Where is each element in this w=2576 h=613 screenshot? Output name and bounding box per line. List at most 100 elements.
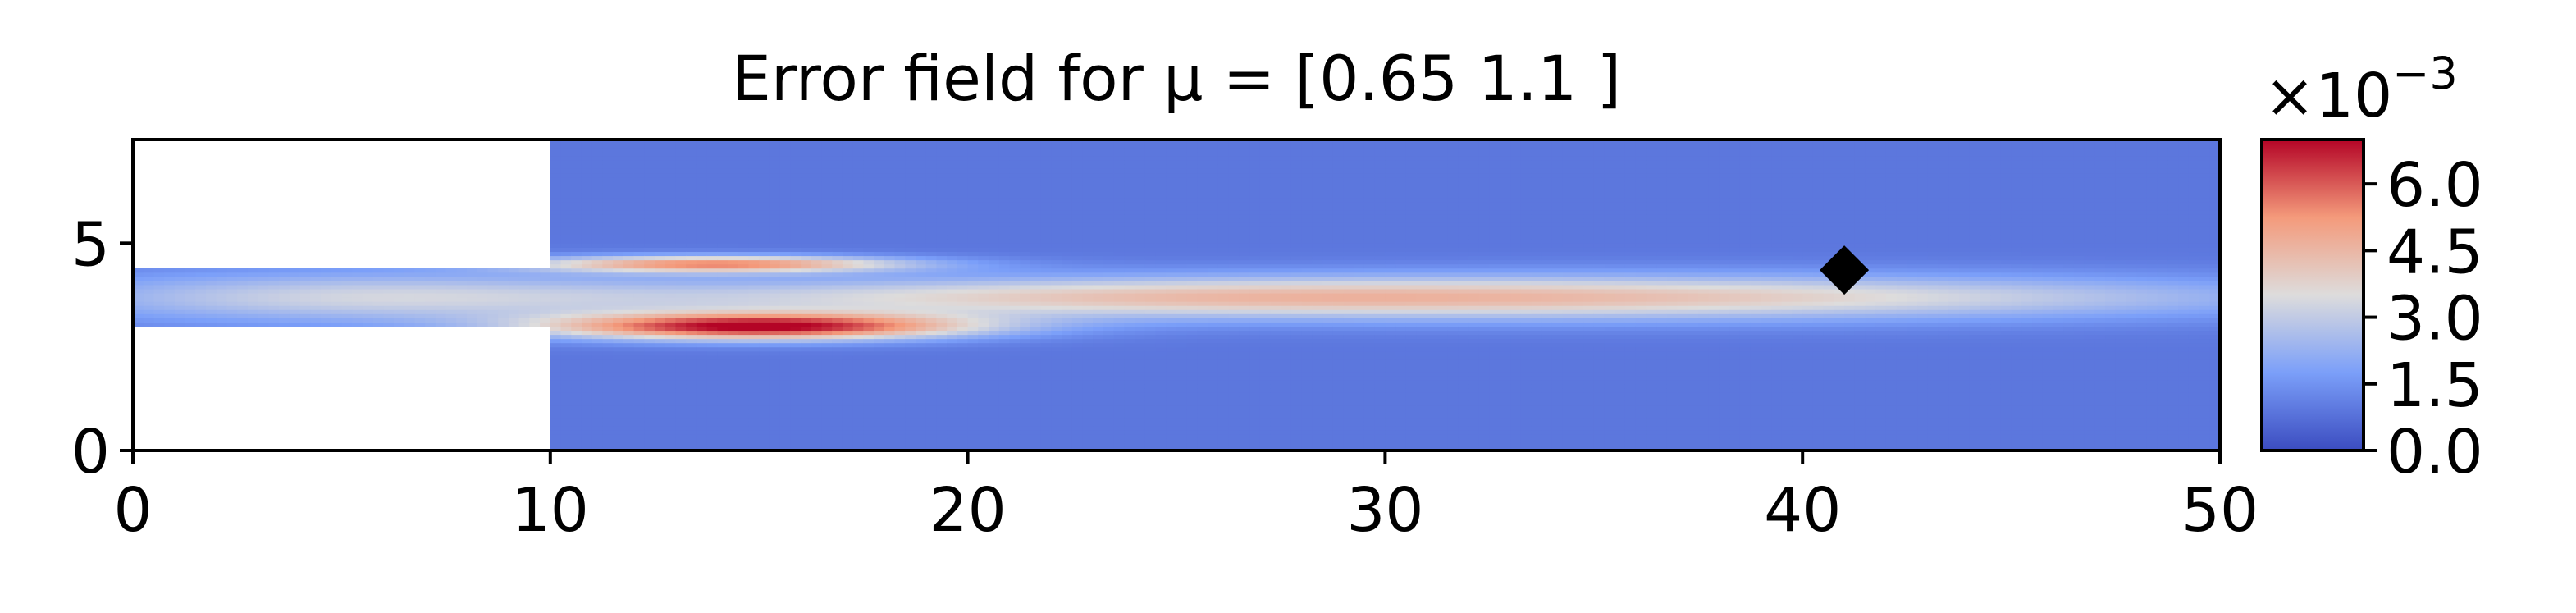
heatmap-cell bbox=[811, 429, 823, 435]
heatmap-cell bbox=[686, 140, 697, 144]
heatmap-cell bbox=[905, 288, 916, 294]
heatmap-cell bbox=[801, 355, 812, 360]
heatmap-cell bbox=[925, 226, 938, 231]
heatmap-cell bbox=[529, 268, 541, 273]
heatmap-cell bbox=[811, 409, 823, 414]
heatmap-cell bbox=[863, 231, 875, 236]
heatmap-cell bbox=[581, 288, 593, 294]
heatmap-cell bbox=[581, 243, 593, 248]
heatmap-cell bbox=[633, 209, 645, 215]
heatmap-cell bbox=[925, 197, 938, 203]
heatmap-cell bbox=[518, 280, 530, 286]
heatmap-cell bbox=[832, 421, 843, 427]
heatmap-cell bbox=[289, 297, 301, 302]
heatmap-cell bbox=[978, 185, 989, 190]
heatmap-cell bbox=[916, 152, 927, 157]
heatmap-cell bbox=[1103, 193, 1115, 199]
heatmap-cell bbox=[164, 280, 176, 286]
heatmap-cell bbox=[863, 148, 875, 153]
heatmap-cell bbox=[738, 425, 750, 431]
heatmap-cell bbox=[591, 305, 603, 310]
heatmap-cell bbox=[801, 338, 812, 344]
heatmap-cell bbox=[1124, 259, 1135, 265]
heatmap-cell bbox=[1103, 181, 1115, 186]
heatmap-cell bbox=[1124, 272, 1135, 277]
heatmap-cell bbox=[696, 380, 708, 385]
heatmap-cell bbox=[801, 239, 812, 244]
heatmap-cell bbox=[1020, 437, 1031, 443]
heatmap-cell bbox=[1113, 247, 1125, 253]
heatmap-cell bbox=[842, 363, 854, 368]
heatmap-cell bbox=[738, 417, 750, 423]
heatmap-cell bbox=[852, 446, 864, 451]
heatmap-cell bbox=[477, 297, 489, 302]
heatmap-cell bbox=[320, 288, 332, 294]
heatmap-cell bbox=[874, 376, 885, 381]
heatmap-cell bbox=[717, 226, 728, 231]
heatmap-cell bbox=[1113, 346, 1125, 352]
heatmap-cell bbox=[550, 152, 562, 157]
heatmap-cell bbox=[1113, 441, 1125, 447]
heatmap-cell bbox=[289, 284, 301, 290]
heatmap-cell bbox=[967, 255, 979, 261]
heatmap-cell bbox=[1051, 380, 1062, 385]
heatmap-cell bbox=[1071, 164, 1084, 169]
heatmap-cell bbox=[623, 239, 635, 244]
heatmap-cell bbox=[967, 144, 979, 149]
heatmap-cell bbox=[811, 280, 823, 286]
heatmap-cell bbox=[633, 168, 645, 174]
heatmap-cell bbox=[644, 363, 655, 368]
heatmap-cell bbox=[790, 181, 802, 186]
heatmap-cell bbox=[320, 276, 332, 281]
heatmap-cell bbox=[591, 164, 603, 169]
heatmap-cell bbox=[1124, 429, 1135, 435]
heatmap-cell bbox=[1144, 284, 1157, 290]
heatmap-cell bbox=[769, 441, 781, 447]
heatmap-cell bbox=[1051, 156, 1062, 161]
heatmap-cell bbox=[717, 148, 728, 153]
heatmap-cell bbox=[1071, 330, 1084, 336]
heatmap-cell bbox=[1071, 392, 1084, 397]
heatmap-cell bbox=[717, 421, 728, 427]
heatmap-cell bbox=[936, 384, 948, 389]
heatmap-cell bbox=[998, 218, 1011, 223]
heatmap-cell bbox=[1082, 148, 1094, 153]
heatmap-cell bbox=[665, 197, 677, 203]
heatmap-cell bbox=[571, 231, 582, 236]
heatmap-cell bbox=[801, 209, 812, 215]
heatmap-cell bbox=[790, 313, 802, 318]
heatmap-cell bbox=[811, 446, 823, 451]
heatmap-cell bbox=[686, 318, 697, 323]
heatmap-cell bbox=[665, 251, 677, 257]
heatmap-cell bbox=[696, 441, 708, 447]
heatmap-cell bbox=[967, 176, 979, 182]
heatmap-cell bbox=[852, 429, 864, 435]
heatmap-cell bbox=[925, 338, 938, 344]
heatmap-cell bbox=[852, 334, 864, 340]
heatmap-cell bbox=[665, 247, 677, 253]
heatmap-cell bbox=[289, 292, 301, 298]
heatmap-cell bbox=[1113, 172, 1125, 178]
heatmap-cell bbox=[1040, 205, 1052, 211]
heatmap-cell bbox=[1020, 144, 1031, 149]
heatmap-cell bbox=[874, 363, 885, 368]
heatmap-cell bbox=[1124, 189, 1135, 194]
heatmap-cell bbox=[738, 363, 750, 368]
heatmap-cell bbox=[811, 301, 823, 306]
heatmap-cell bbox=[801, 185, 812, 190]
heatmap-cell bbox=[821, 318, 833, 323]
heatmap-cell bbox=[1009, 272, 1021, 277]
heatmap-cell bbox=[1155, 363, 1167, 368]
heatmap-cell bbox=[832, 355, 843, 360]
heatmap-cell bbox=[633, 421, 645, 427]
heatmap-cell bbox=[591, 209, 603, 215]
heatmap-cell bbox=[195, 318, 207, 323]
heatmap-cell bbox=[842, 239, 854, 244]
heatmap-cell bbox=[560, 384, 572, 389]
heatmap-cell bbox=[623, 309, 635, 314]
heatmap-cell bbox=[706, 313, 718, 318]
heatmap-cell bbox=[779, 392, 791, 397]
heatmap-cell bbox=[852, 342, 864, 348]
heatmap-cell bbox=[821, 231, 833, 236]
heatmap-cell bbox=[832, 367, 843, 373]
